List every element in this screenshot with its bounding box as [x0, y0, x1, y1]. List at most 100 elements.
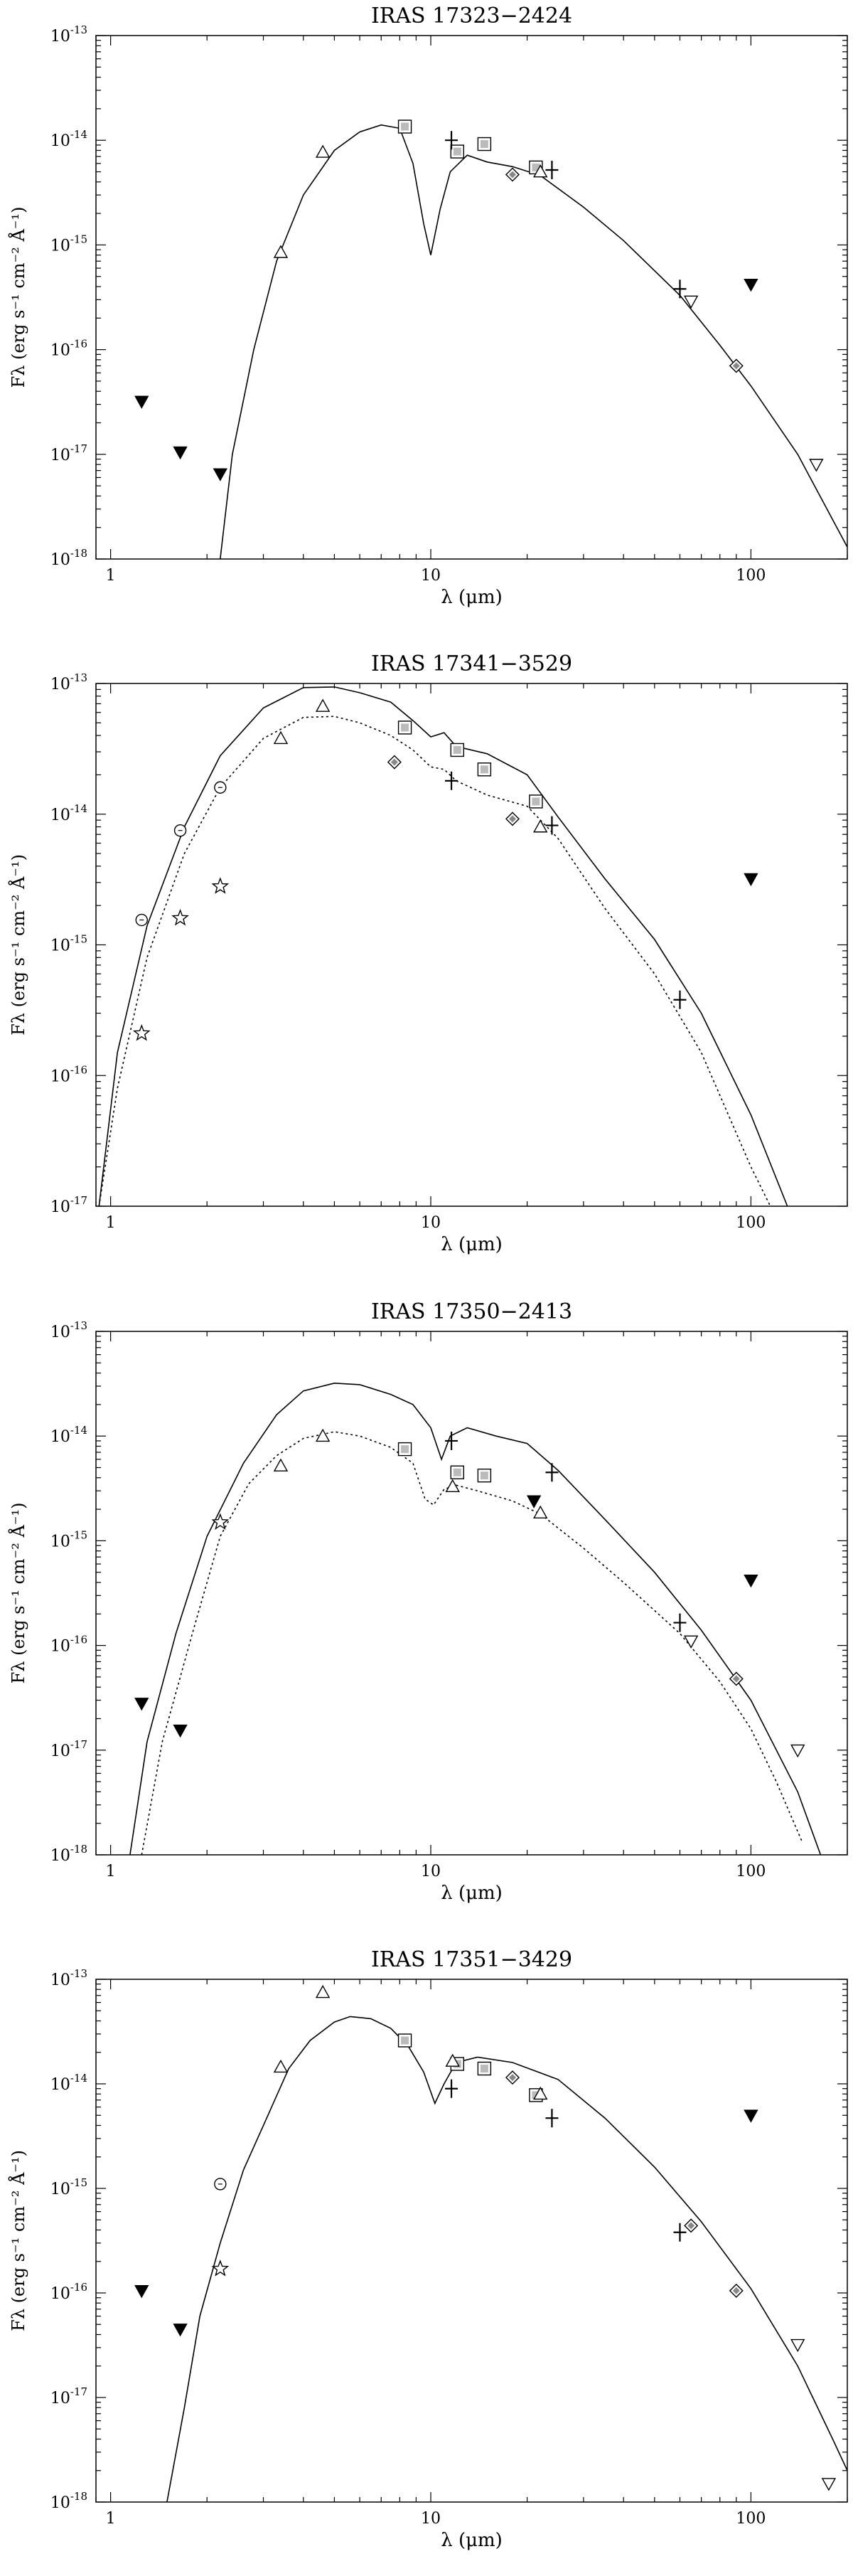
triangle-down-filled-marker	[173, 1724, 188, 1738]
data-point	[387, 755, 402, 770]
y-axis-label: Fλ (erg s⁻¹ cm⁻² Å⁻¹)	[8, 207, 28, 388]
data-point	[505, 167, 520, 182]
y-tick-label: 10-16	[50, 1634, 87, 1656]
data-point	[445, 2053, 460, 2067]
y-tick-label: 10-18	[50, 2490, 87, 2512]
star-marker	[211, 1513, 230, 1531]
data-point	[315, 1428, 331, 1442]
data-point	[273, 2059, 289, 2073]
triangle-down-filled-marker	[134, 2284, 149, 2299]
data-point	[211, 877, 230, 894]
x-tick-label: 1	[106, 567, 116, 585]
x-axis-label: λ (μm)	[441, 2530, 503, 2551]
data-point	[821, 2478, 837, 2491]
x-tick-label: 100	[736, 567, 766, 585]
sed-panel-4: 1 10 100 10-18 10-17 10-16 10-15 10-14 10-13 IRAS…	[8, 1947, 848, 2551]
panel-title: IRAS 17350−2413	[371, 1299, 572, 1324]
triangle-up-marker	[315, 1984, 331, 1998]
square-marker-fill	[532, 797, 540, 806]
y-tick-label: 10-15	[50, 2176, 87, 2198]
square-marker-fill	[480, 140, 488, 149]
data-point	[533, 819, 548, 833]
diamond-marker-fill	[508, 171, 516, 179]
data-point	[315, 698, 331, 712]
data-point	[397, 2033, 412, 2048]
data-point	[273, 245, 289, 258]
data-point	[505, 2070, 520, 2085]
model-curve-solid	[166, 2016, 847, 2502]
data-point	[505, 811, 520, 826]
triangle-down-marker	[790, 2338, 805, 2353]
y-axis-label: Fλ (erg s⁻¹ cm⁻² Å⁻¹)	[8, 1503, 28, 1684]
star-marker	[211, 877, 230, 894]
data-point	[132, 1024, 151, 1041]
triangle-up-marker	[273, 730, 289, 745]
y-tick-label: 10-17	[50, 2385, 87, 2407]
diamond-marker-fill	[508, 2074, 516, 2082]
star-marker	[171, 909, 189, 926]
plot-frame	[95, 35, 848, 560]
y-tick-label: 10-13	[50, 1967, 87, 1989]
triangle-up-marker	[533, 2086, 548, 2100]
data-point	[214, 781, 227, 794]
triangle-down-filled-marker	[134, 395, 149, 409]
data-point	[273, 730, 289, 745]
square-marker-fill	[453, 147, 461, 156]
y-tick-label: 10-14	[50, 128, 87, 150]
y-tick-label: 10-16	[50, 338, 87, 360]
data-point	[790, 1744, 805, 1758]
data-point	[744, 278, 758, 292]
data-point	[173, 446, 188, 460]
data-point	[744, 1574, 758, 1588]
square-marker-fill	[401, 122, 409, 131]
data-point	[445, 1431, 458, 1450]
triangle-down-filled-marker	[173, 446, 188, 460]
data-point	[744, 2109, 758, 2123]
data-point	[683, 295, 699, 309]
data-point	[477, 1468, 492, 1483]
data-point	[809, 459, 824, 472]
diamond-marker-fill	[687, 2222, 695, 2230]
square-marker-fill	[480, 765, 488, 774]
x-tick-label: 10	[421, 1214, 441, 1232]
y-tick-label: 10-14	[50, 1424, 87, 1446]
x-tick-label: 100	[736, 2510, 766, 2528]
x-tick-label: 1	[106, 1214, 116, 1232]
triangle-down-filled-marker	[744, 2109, 758, 2123]
x-tick-label: 10	[421, 1863, 441, 1880]
y-axis-label: Fλ (erg s⁻¹ cm⁻² Å⁻¹)	[8, 854, 28, 1036]
data-point	[134, 1698, 149, 1711]
plot-frame	[95, 1979, 848, 2503]
triangle-up-marker	[533, 164, 548, 178]
data-point	[673, 990, 687, 1009]
square-marker-fill	[453, 745, 461, 754]
diamond-marker-fill	[390, 758, 398, 766]
square-marker-fill	[480, 1471, 488, 1480]
y-axis-label: Fλ (erg s⁻¹ cm⁻² Å⁻¹)	[8, 2150, 28, 2331]
triangle-up-marker	[273, 245, 289, 258]
sed-panel-2: 1 10 100 10-17 10-16 10-15 10-14 10-13 IRAS 1734…	[8, 651, 848, 1255]
sed-panel-1: 1 10 100 10-18 10-17 10-16 10-15 10-14 10-13 IRAS…	[8, 4, 848, 608]
y-tick-label: 10-15	[50, 933, 87, 955]
star-marker	[211, 2260, 230, 2277]
square-marker-fill	[453, 1468, 461, 1476]
x-tick-label: 100	[736, 1863, 766, 1880]
model-curve-dotted	[141, 1431, 803, 1855]
triangle-up-marker	[315, 1428, 331, 1442]
data-point	[397, 119, 412, 134]
data-point	[315, 144, 331, 158]
y-tick-label: 10-18	[50, 1843, 87, 1865]
model-curve-solid	[98, 686, 788, 1206]
y-tick-label: 10-18	[50, 547, 87, 569]
square-marker-fill	[401, 723, 409, 732]
triangle-up-marker	[533, 1505, 548, 1518]
triangle-down-marker	[790, 1744, 805, 1758]
data-point	[545, 161, 559, 180]
triangle-down-filled-marker	[134, 1698, 149, 1711]
x-tick-label: 1	[106, 2510, 116, 2528]
y-tick-label: 10-14	[50, 2072, 87, 2094]
data-point	[545, 816, 559, 835]
data-point	[729, 1671, 744, 1686]
square-marker-fill	[480, 2065, 488, 2073]
data-point	[684, 2218, 699, 2233]
